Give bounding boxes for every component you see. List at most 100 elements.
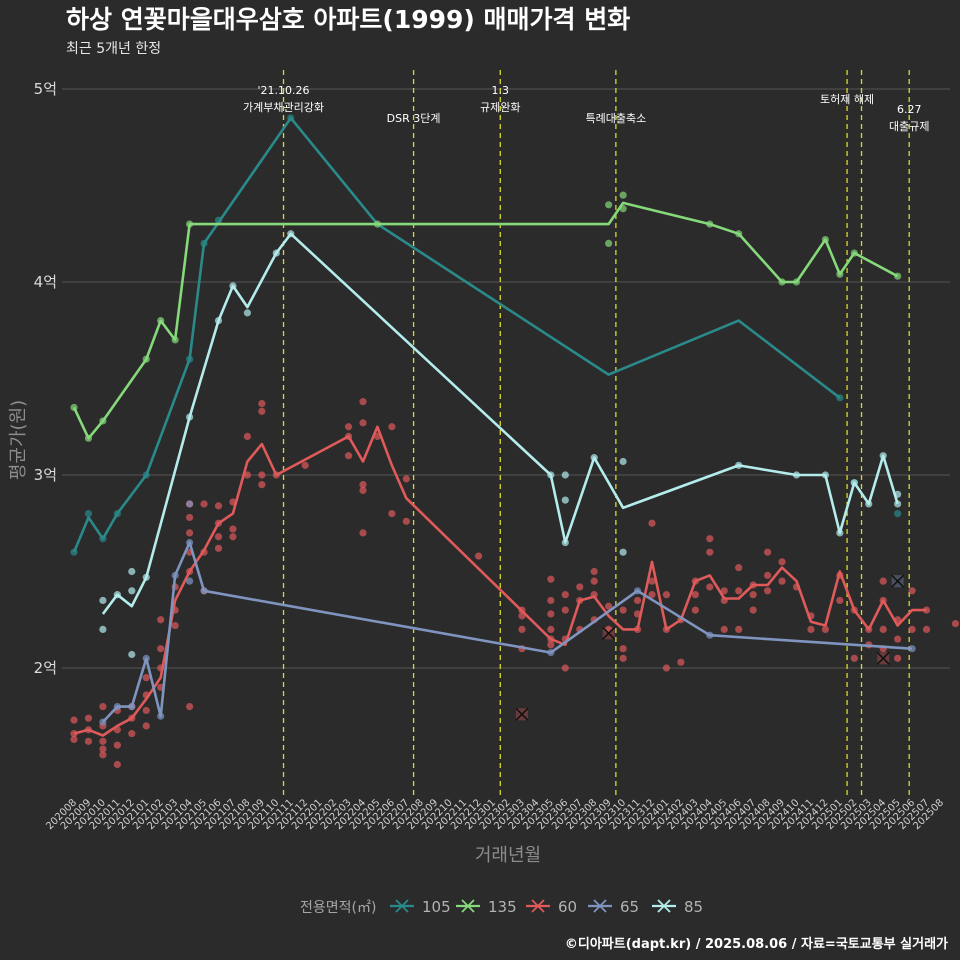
data-point-60 bbox=[344, 423, 353, 431]
data-point-60 bbox=[547, 625, 555, 634]
data-point-85 bbox=[128, 567, 136, 576]
y-tick-label: 2억 bbox=[34, 659, 57, 677]
data-point-60 bbox=[691, 606, 699, 614]
data-point-60 bbox=[258, 471, 266, 479]
data-point-60 bbox=[99, 703, 107, 711]
series-line-135 bbox=[72, 201, 899, 440]
event-label: 규제완화 bbox=[480, 101, 520, 114]
data-point-60 bbox=[561, 606, 569, 614]
data-point-60 bbox=[879, 577, 887, 585]
data-point-60 bbox=[258, 407, 266, 415]
legend-key-cross-60 bbox=[531, 899, 545, 913]
data-point-60 bbox=[171, 621, 179, 630]
data-point-60 bbox=[836, 596, 844, 605]
data-point-60 bbox=[142, 706, 150, 715]
data-point-60 bbox=[359, 419, 367, 427]
data-point-60 bbox=[301, 461, 309, 469]
x-marker-65 bbox=[891, 574, 905, 588]
event-label: 토허제 해제 bbox=[820, 92, 874, 106]
grid-lines bbox=[62, 88, 950, 669]
x-marker-60 bbox=[602, 626, 616, 640]
data-point-60 bbox=[850, 654, 858, 662]
data-point-135 bbox=[605, 201, 613, 209]
data-point-60 bbox=[764, 548, 772, 556]
chart-subtitle: 최근 5개년 한정 bbox=[66, 41, 161, 57]
legend-key-cross-65 bbox=[593, 899, 607, 913]
data-point-60 bbox=[662, 664, 671, 672]
data-point-60 bbox=[648, 591, 656, 599]
event-label: DSR 3단계 bbox=[387, 112, 441, 125]
x-axis-ticks: 2020082020092020102020112020122021012021… bbox=[44, 797, 946, 832]
data-point-60 bbox=[720, 587, 728, 595]
data-point-60 bbox=[229, 525, 237, 533]
data-point-60 bbox=[84, 714, 93, 722]
y-tick-label: 3억 bbox=[34, 466, 57, 484]
data-point-60 bbox=[735, 625, 743, 634]
data-point-60 bbox=[547, 610, 555, 618]
data-point-60 bbox=[951, 620, 960, 628]
data-point-60 bbox=[648, 577, 656, 585]
legend-key-cross-135 bbox=[461, 899, 475, 913]
data-point-60 bbox=[475, 552, 483, 560]
data-point-60 bbox=[720, 625, 728, 634]
data-point-105 bbox=[84, 509, 93, 518]
data-point-60 bbox=[691, 591, 699, 599]
data-point-105 bbox=[894, 509, 902, 518]
chart-title: 하상 연꽃마을대우삼호 아파트(1999) 매매가격 변화 bbox=[66, 5, 630, 34]
data-point-60 bbox=[200, 500, 208, 508]
data-point-60 bbox=[344, 452, 353, 460]
legend-title: 전용면적(㎡) bbox=[300, 900, 376, 916]
data-point-60 bbox=[402, 475, 410, 483]
legend-label-60: 60 bbox=[558, 898, 577, 916]
data-point-65 bbox=[186, 577, 194, 585]
data-point-60 bbox=[922, 625, 931, 634]
event-label: 가계부채관리강화 bbox=[243, 101, 324, 114]
data-point-60 bbox=[157, 616, 165, 624]
event-label: 1.3 bbox=[492, 84, 510, 97]
data-point-60 bbox=[157, 645, 165, 653]
data-point-60 bbox=[749, 591, 757, 599]
data-point-60 bbox=[894, 635, 902, 643]
data-point-60 bbox=[576, 583, 584, 591]
data-point-60 bbox=[648, 519, 656, 527]
legend-key-cross-105 bbox=[395, 899, 409, 913]
data-point-60 bbox=[778, 577, 786, 585]
data-point-60 bbox=[778, 558, 786, 566]
data-point-85 bbox=[243, 309, 251, 317]
plot-area bbox=[70, 114, 960, 769]
y-axis-ticks: 2억 3억 4억 5억 bbox=[34, 80, 57, 677]
data-point-60 bbox=[99, 751, 107, 759]
data-point-60 bbox=[99, 737, 107, 745]
data-point-60 bbox=[359, 529, 367, 537]
data-point-60 bbox=[142, 722, 150, 730]
data-point-60 bbox=[142, 674, 150, 682]
data-point-60 bbox=[735, 587, 743, 595]
data-point-60 bbox=[258, 399, 266, 408]
data-point-60 bbox=[359, 486, 367, 495]
data-point-60 bbox=[879, 625, 887, 634]
data-point-60 bbox=[359, 398, 367, 406]
data-point-60 bbox=[561, 591, 569, 599]
data-point-60 bbox=[821, 625, 830, 634]
data-point-85 bbox=[561, 471, 569, 479]
data-point-60 bbox=[706, 583, 714, 591]
data-point-60 bbox=[84, 737, 93, 745]
data-point-60 bbox=[619, 645, 627, 653]
data-point-60 bbox=[214, 544, 223, 552]
data-point-135 bbox=[619, 191, 627, 199]
legend-label-135: 135 bbox=[488, 898, 517, 916]
data-point-60 bbox=[388, 423, 396, 431]
data-point-60 bbox=[605, 602, 613, 610]
data-point-60 bbox=[894, 654, 902, 662]
data-point-60 bbox=[547, 596, 555, 605]
data-point-65 bbox=[908, 645, 916, 653]
y-axis-label: 평균가(원) bbox=[8, 400, 29, 480]
data-point-60 bbox=[402, 517, 410, 525]
data-point-85 bbox=[128, 650, 136, 659]
x-marker-60 bbox=[876, 651, 890, 665]
data-point-60 bbox=[258, 481, 266, 489]
data-point-60 bbox=[590, 567, 598, 576]
series-line-85 bbox=[101, 232, 899, 615]
data-point-60 bbox=[547, 641, 555, 649]
data-point-60 bbox=[186, 513, 194, 522]
